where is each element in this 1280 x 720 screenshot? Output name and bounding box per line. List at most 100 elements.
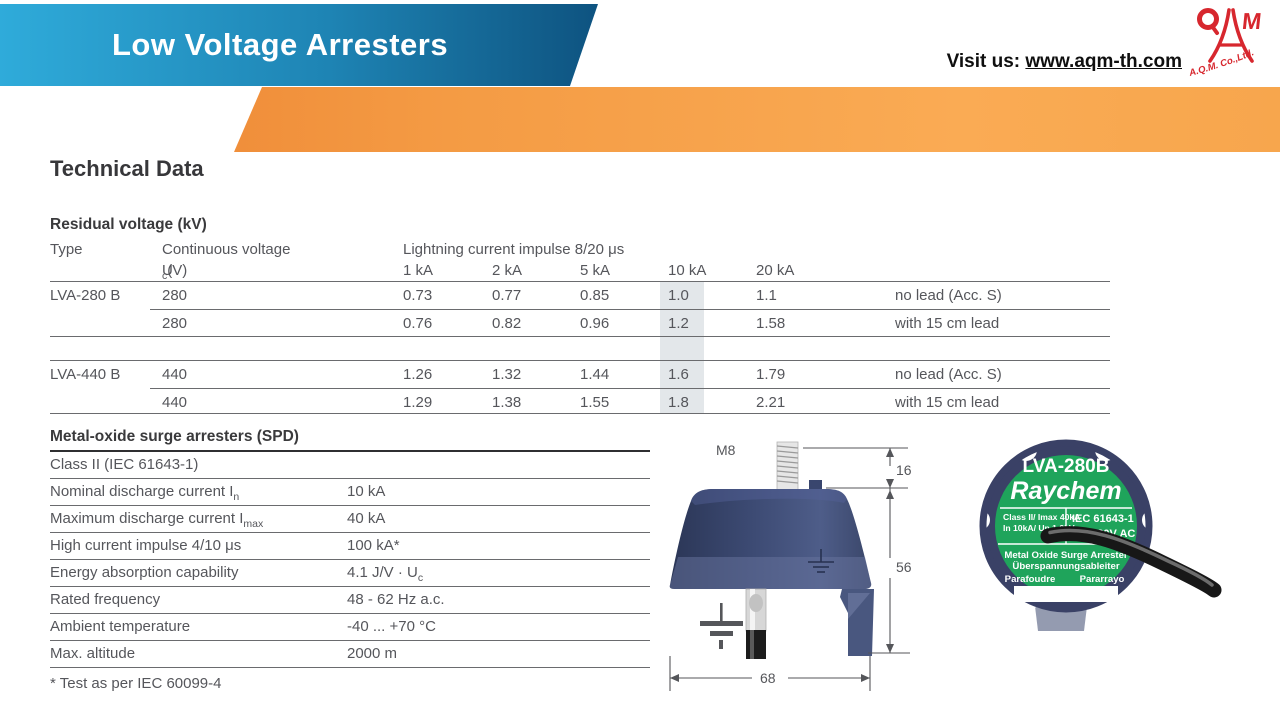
cell-note: no lead (Acc. S) (895, 287, 1002, 304)
table-row: 280 0.76 0.82 0.96 1.2 1.58 with 15 cm l… (50, 311, 1110, 336)
spd-row: Max. altitude 2000 m (50, 640, 650, 667)
spd-label: Ambient temperature (50, 618, 191, 635)
table-row: LVA-440 B 440 1.26 1.32 1.44 1.6 1.79 no… (50, 362, 1110, 387)
spd-value: 4.1 J/V · Uc (347, 564, 424, 584)
m8-stud-icon (776, 441, 799, 493)
arrester-technical-drawing: M8 16 56 68 (669, 441, 912, 691)
cell-1ka: 1.29 (403, 394, 433, 411)
spd-label: Max. altitude (50, 645, 136, 662)
col-header-10ka: 10 kA (668, 262, 707, 279)
label-blank-box (1014, 586, 1118, 602)
logo-a-tower-icon (1208, 8, 1231, 63)
cell-5ka: 1.44 (580, 366, 610, 383)
col-header-1ka: 1 kA (403, 262, 434, 279)
cell-uc: 440 (162, 394, 188, 411)
cable (1040, 526, 1222, 598)
spd-label: High current impulse 4/10 μs (50, 537, 242, 554)
spd-value: -40 ... +70 °C (347, 618, 436, 635)
aqm-logo: M A.Q.M. Co.,Ltd. (1188, 8, 1263, 79)
spd-rule (50, 559, 650, 560)
col-header-2ka: 2 kA (492, 262, 523, 279)
product-model: LVA-280B (1023, 456, 1110, 477)
spd-label: Nominal discharge current I (50, 483, 234, 500)
table-rule (50, 413, 1110, 414)
cell-note: no lead (Acc. S) (895, 366, 1002, 383)
cell-note: with 15 cm lead (895, 394, 1000, 411)
visit-label: Visit us: (946, 51, 1026, 72)
logo-q-icon (1197, 8, 1219, 30)
table-row: LVA-280 B 280 0.73 0.77 0.85 1.0 1.1 no … (50, 283, 1110, 308)
spd-value: 10 kA (347, 483, 386, 500)
spd-rule (50, 586, 650, 587)
spd-row: Ambient temperature -40 ... +70 °C (50, 613, 650, 640)
table-rule (50, 281, 1110, 282)
cell-10ka: 1.6 (668, 366, 689, 383)
dim-56-label: 56 (896, 559, 912, 575)
cell-uc: 440 (162, 366, 188, 383)
cell-20ka: 2.21 (756, 394, 786, 411)
spd-row: Nominal discharge current In 10 kA (50, 478, 650, 505)
cell-note: with 15 cm lead (895, 315, 1000, 332)
cell-1ka: 0.73 (403, 287, 433, 304)
thread-size-label: M8 (716, 442, 736, 458)
dim-68-label: 68 (760, 670, 776, 686)
spd-footnote: * Test as per IEC 60099-4 (50, 675, 222, 692)
spd-label: Rated frequency (50, 591, 161, 608)
col-header-5ka: 5 kA (580, 262, 611, 279)
spd-row: Maximum discharge current Imax 40 kA (50, 505, 650, 532)
cell-5ka: 0.85 (580, 287, 610, 304)
col-header-continuous-voltage: Continuous voltage (162, 241, 291, 258)
product-brand: Raychem (1010, 477, 1121, 505)
cell-1ka: 1.26 (403, 366, 433, 383)
spd-label: Maximum discharge current I (50, 510, 244, 527)
logo-company-text: A.Q.M. Co.,Ltd. (1188, 47, 1256, 79)
spd-row: Energy absorption capability 4.1 J/V · U… (50, 559, 650, 586)
section-title: Technical Data (50, 156, 204, 181)
cell-2ka: 1.32 (492, 366, 522, 383)
cell-1ka: 0.76 (403, 315, 433, 332)
table-rule-partial (150, 388, 1110, 389)
spd-rule (50, 667, 650, 668)
earth-mark-on-body (808, 549, 834, 573)
spd-row: Class II (IEC 61643-1) (50, 451, 650, 478)
cell-type: LVA-440 B (50, 366, 121, 383)
label-class-line2: In 10kA/ Up 1,2kV (1003, 523, 1075, 533)
10ka-highlight-band (660, 281, 704, 413)
residual-header-row-1: Type Continuous voltage Lightning curren… (50, 239, 1110, 261)
spd-row: Rated frequency 48 - 62 Hz a.c. (50, 586, 650, 613)
spd-value: 40 kA (347, 510, 386, 527)
cell-5ka: 1.55 (580, 394, 610, 411)
cell-20ka: 1.1 (756, 287, 777, 304)
spd-label: Energy absorption capability (50, 564, 239, 581)
spd-table-title: Metal-oxide surge arresters (SPD) (50, 428, 299, 445)
label-desc-de: Überspannungsableiter (1012, 561, 1119, 572)
cell-2ka: 0.82 (492, 315, 522, 332)
label-desc-fr: Parafoudre (1005, 574, 1056, 585)
table-rule (50, 360, 1110, 361)
label-desc-en: Metal Oxide Surge Arrester (1004, 550, 1128, 561)
cell-20ka: 1.79 (756, 366, 786, 383)
spd-value: 2000 m (347, 645, 398, 662)
dimension-lines (669, 447, 910, 691)
spd-row: High current impulse 4/10 μs 100 kA* (50, 532, 650, 559)
spd-title-rule (50, 450, 650, 452)
product-photo: LVA-280B Raychem Class II/ Imax 40kA In … (978, 439, 1222, 631)
cell-uc: 280 (162, 315, 188, 332)
cell-5ka: 0.96 (580, 315, 610, 332)
col-header-20ka: 20 kA (756, 262, 795, 279)
cell-uc: 280 (162, 287, 188, 304)
label-desc-es: Pararrayo (1080, 574, 1125, 585)
residual-table-title: Residual voltage (kV) (50, 216, 207, 233)
cell-2ka: 0.77 (492, 287, 522, 304)
spd-rule (50, 640, 650, 641)
page-title: Low Voltage Arresters (112, 27, 449, 62)
website-link[interactable]: www.aqm-th.com (1025, 51, 1182, 72)
spd-value: 100 kA* (347, 537, 400, 554)
spd-rule (50, 613, 650, 614)
vent-tab (809, 480, 822, 490)
orange-accent-band (234, 87, 1280, 152)
spd-rule (50, 478, 650, 479)
residual-voltage-table: Residual voltage (kV) Type Continuous vo… (50, 216, 1110, 423)
